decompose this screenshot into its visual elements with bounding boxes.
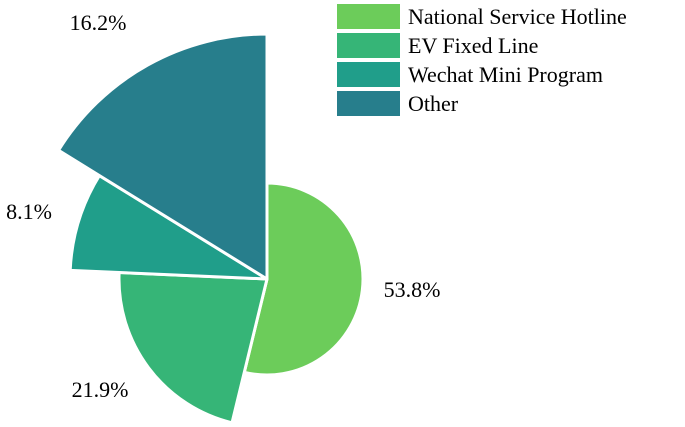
slice-other (57, 32, 269, 281)
slice-national-service-hotline (242, 181, 365, 377)
percent-label-other: 16.2% (70, 10, 127, 35)
percent-label-wechat-mini-program: 8.1% (6, 199, 52, 224)
percent-label-ev-fixed-line: 21.9% (72, 377, 129, 402)
legend: National Service Hotline EV Fixed Line Wec… (337, 4, 627, 116)
legend-swatch-ev-fixed-line (337, 33, 400, 58)
legend-label-other: Other (408, 91, 459, 116)
legend-label-national-service-hotline: National Service Hotline (408, 4, 627, 29)
pie-slices (57, 32, 365, 425)
percent-label-national-service-hotline: 53.8% (384, 277, 441, 302)
legend-swatch-wechat-mini-program (337, 62, 400, 87)
legend-label-wechat-mini-program: Wechat Mini Program (408, 62, 603, 87)
legend-swatch-other (337, 91, 400, 116)
legend-swatch-national-service-hotline (337, 4, 400, 29)
slice-wechat-mini-program (68, 174, 269, 281)
pie-percent-labels: 53.8% 21.9% 8.1% 16.2% (6, 10, 440, 402)
slice-ev-fixed-line (117, 270, 269, 425)
legend-label-ev-fixed-line: EV Fixed Line (408, 33, 538, 58)
